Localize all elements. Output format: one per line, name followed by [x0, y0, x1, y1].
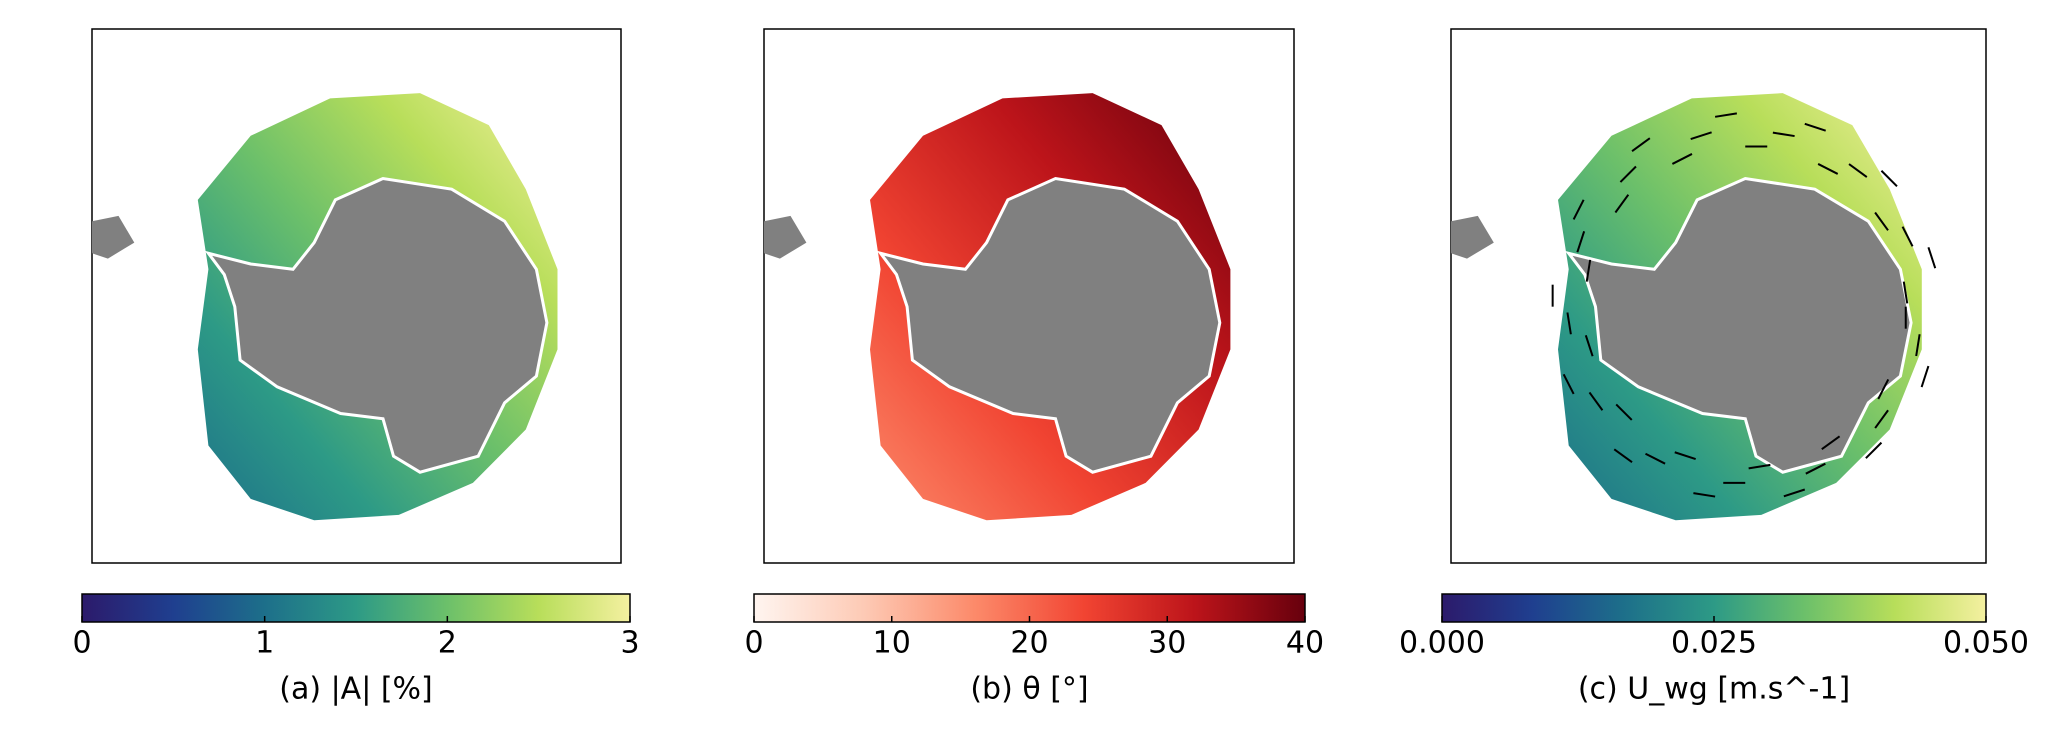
arrow [1902, 281, 1909, 304]
arrow [1817, 163, 1839, 175]
arrow [1748, 463, 1771, 470]
continent [1564, 176, 1913, 474]
ocean-field [1558, 93, 1922, 521]
panel-label: (c) U_wg [m.s^-1] [1578, 672, 1850, 707]
arrow [1690, 131, 1712, 141]
arrow [1585, 259, 1592, 282]
arrow [1805, 462, 1826, 475]
colorbar-tick-label: 20 [1010, 626, 1048, 661]
arrow [1584, 334, 1594, 357]
arrow [1693, 492, 1716, 498]
arrow [1915, 334, 1921, 357]
arrow [1865, 441, 1883, 459]
arrow [1576, 230, 1586, 253]
colorbar-tick-label: 10 [873, 626, 911, 661]
island [1451, 215, 1494, 259]
arrow [1562, 373, 1575, 395]
arrow [1615, 403, 1633, 421]
arrow [1614, 194, 1630, 214]
colorbar-tick-label: 3 [620, 626, 639, 661]
arrow [1920, 365, 1930, 388]
arrow [1880, 170, 1898, 188]
colorbar-tick-label: 40 [1286, 626, 1324, 661]
arrow [1848, 163, 1868, 178]
arrow [1619, 165, 1637, 183]
arrow [1645, 452, 1666, 465]
ocean-field [197, 93, 558, 521]
colorbar-tick-label: 30 [1148, 626, 1186, 661]
arrow [1631, 137, 1651, 152]
arrow [1772, 131, 1795, 138]
colorbar-tick-label: 0.025 [1671, 626, 1757, 661]
panel-label: (a) |A| [%] [279, 672, 433, 707]
ocean-field [870, 93, 1231, 521]
arrow [1566, 312, 1572, 335]
arrow [1877, 378, 1890, 400]
arrow [1874, 409, 1889, 429]
arrow [1674, 451, 1696, 460]
arrow [1572, 199, 1585, 220]
island [92, 215, 135, 259]
island [764, 215, 807, 259]
arrow [1901, 226, 1914, 247]
colorbar-tick-label: 0.000 [1399, 626, 1485, 661]
continent [204, 176, 549, 474]
arrow [1874, 211, 1889, 231]
arrow [1588, 391, 1604, 411]
colorbar-tick-label: 0 [72, 626, 91, 661]
arrow [1783, 488, 1806, 498]
colorbar [81, 593, 631, 623]
continent [876, 176, 1222, 474]
arrow [1671, 153, 1693, 165]
colorbar-tick-label: 2 [438, 626, 457, 661]
colorbar-tick-label: 0 [744, 626, 763, 661]
panel-label: (b) θ [°] [970, 672, 1088, 707]
colorbar-tick-label: 0.050 [1943, 626, 2029, 661]
colorbar-tick-label: 1 [255, 626, 274, 661]
arrow [1804, 122, 1826, 132]
arrow [1927, 246, 1937, 269]
arrow [1714, 112, 1738, 118]
arrow [1613, 448, 1633, 464]
arrow [1821, 435, 1841, 451]
